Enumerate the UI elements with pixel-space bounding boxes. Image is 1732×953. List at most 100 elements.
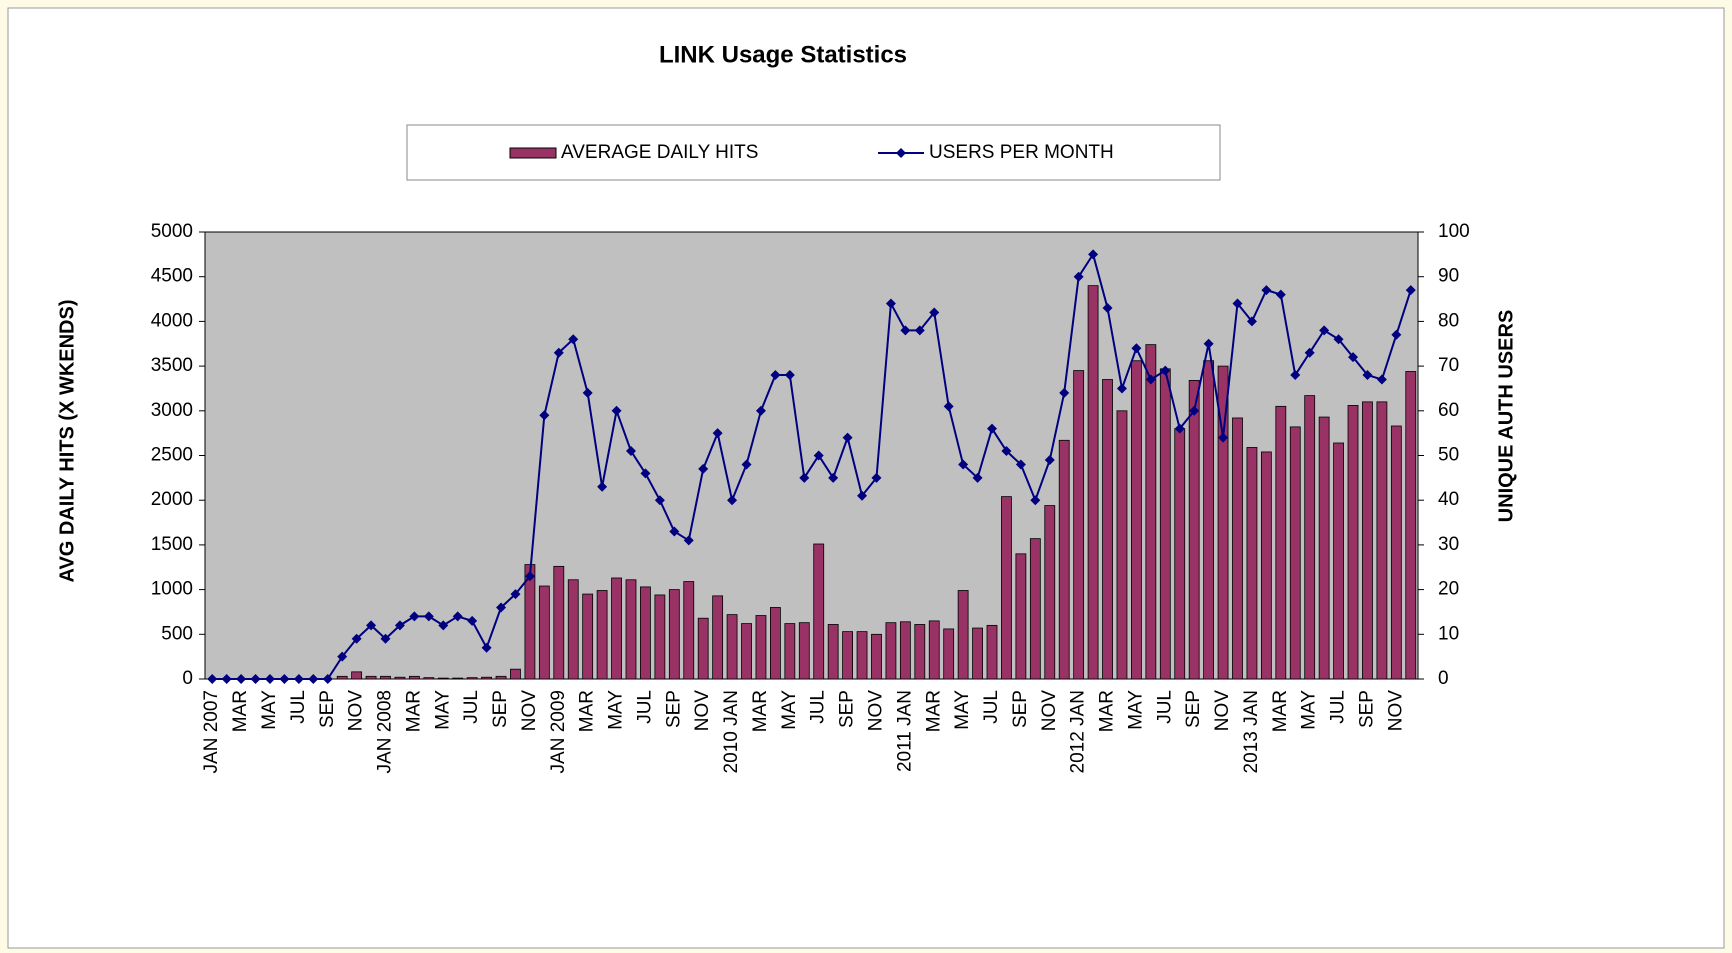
x-tick-label: JUL	[1328, 690, 1349, 724]
x-tick-label: NOV	[1039, 690, 1060, 732]
marker	[380, 633, 391, 644]
marker	[755, 405, 766, 416]
bar	[1029, 538, 1041, 680]
marker	[553, 347, 564, 358]
marker	[611, 405, 622, 416]
marker	[943, 401, 954, 412]
bar	[495, 675, 507, 680]
marker	[842, 432, 853, 443]
marker	[524, 571, 535, 582]
y2-tick-label: 50	[1438, 445, 1459, 466]
legend-label: AVERAGE DAILY HITS	[561, 142, 758, 163]
marker	[784, 370, 795, 381]
marker	[1102, 302, 1113, 313]
bar	[1376, 401, 1388, 680]
marker	[1131, 343, 1142, 354]
bar	[813, 543, 825, 680]
marker	[1376, 374, 1387, 385]
x-tick-label: MAR	[1097, 690, 1118, 732]
marker	[1275, 289, 1286, 300]
bar	[553, 565, 565, 680]
marker	[279, 674, 290, 684]
marker	[1333, 334, 1344, 345]
marker	[496, 602, 507, 613]
y-tick-label: 3000	[151, 400, 193, 421]
x-tick-label: JAN 2009	[548, 690, 569, 773]
x-tick-label: MAR	[577, 690, 598, 732]
x-tick-label: JUL	[634, 690, 655, 724]
x-tick-label: SEP	[837, 690, 858, 728]
marker	[799, 472, 810, 483]
y2-tick-label: 20	[1438, 579, 1459, 600]
x-tick-label: NOV	[1385, 690, 1406, 732]
marker	[654, 495, 665, 506]
bar	[986, 624, 998, 680]
x-tick-label: MAY	[1125, 690, 1146, 730]
marker	[250, 674, 261, 684]
x-tick-label: NOV	[346, 690, 367, 732]
y2-tick-label: 0	[1438, 668, 1449, 689]
y2-tick-label: 10	[1438, 623, 1459, 644]
x-tick-label: JUL	[1154, 690, 1175, 724]
bar	[1275, 405, 1287, 680]
bar	[1159, 368, 1171, 680]
bar	[1246, 447, 1258, 680]
x-tick-label: MAY	[779, 690, 800, 730]
marker	[1030, 495, 1041, 506]
marker	[813, 450, 824, 461]
x-tick-label: MAR	[923, 690, 944, 732]
bar	[1362, 401, 1373, 680]
bar	[914, 624, 926, 680]
marker	[568, 334, 579, 345]
x-tick-label: JUL	[288, 690, 309, 724]
marker	[929, 307, 940, 318]
marker	[972, 472, 983, 483]
marker	[582, 387, 593, 398]
x-tick-label: JAN 2007	[201, 690, 222, 773]
bar	[538, 585, 550, 680]
bar	[394, 676, 406, 680]
marker	[871, 472, 882, 483]
bar	[1260, 451, 1272, 680]
marker	[1261, 285, 1272, 296]
x-tick-label: 2011 JAN	[894, 690, 915, 772]
marker	[987, 423, 998, 434]
marker	[828, 472, 839, 483]
x-tick-label: MAY	[952, 690, 973, 730]
y-tick-label: 4000	[151, 310, 193, 331]
marker	[1391, 329, 1402, 340]
marker	[337, 651, 348, 662]
x-tick-label: NOV	[1212, 690, 1233, 732]
bar	[1001, 496, 1012, 680]
marker	[625, 446, 636, 457]
bar	[625, 579, 637, 680]
bar	[1232, 417, 1243, 680]
marker	[1088, 249, 1099, 260]
marker	[900, 325, 911, 336]
marker	[712, 428, 723, 439]
x-tick-label: 2013 JAN	[1241, 690, 1262, 773]
x-tick-label: NOV	[865, 690, 886, 732]
bar	[351, 671, 363, 680]
marker	[1015, 459, 1026, 470]
y-tick-label: 1000	[151, 579, 193, 600]
marker	[885, 298, 896, 309]
y-tick-label: 5000	[151, 221, 193, 242]
bar	[726, 614, 738, 680]
bar	[697, 617, 709, 680]
marker	[741, 459, 752, 470]
bar	[1304, 395, 1316, 680]
x-tick-label: 2012 JAN	[1068, 690, 1089, 773]
marker	[236, 674, 247, 684]
x-tick-label: JUL	[981, 690, 1002, 724]
marker	[308, 674, 319, 684]
bar	[437, 677, 449, 680]
bar	[1318, 416, 1330, 680]
bar	[972, 627, 983, 680]
marker	[1218, 432, 1229, 443]
bar	[640, 586, 651, 680]
marker	[698, 463, 709, 474]
marker	[1203, 338, 1214, 349]
